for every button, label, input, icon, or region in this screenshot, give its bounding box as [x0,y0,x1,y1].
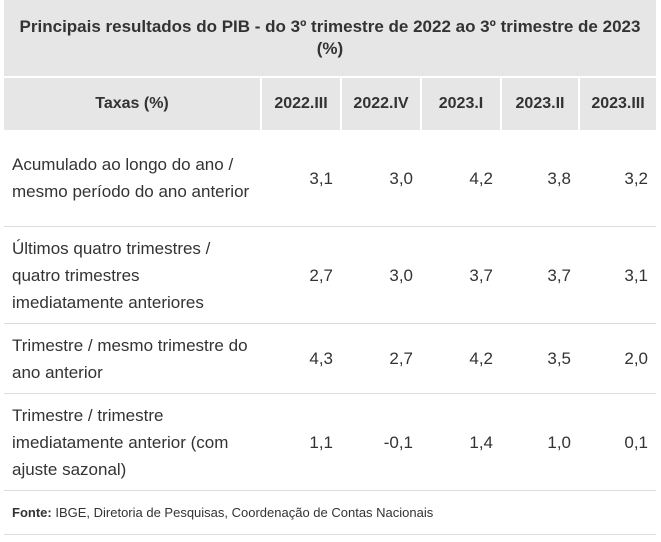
results-table: Taxas (%) 2022.III 2022.IV 2023.I 2023.I… [4,78,656,491]
header-2022-iv: 2022.IV [341,78,422,130]
cell-value: 4,3 [261,323,341,394]
cell-value: -0,1 [341,393,421,491]
cell-value: 1,0 [501,393,579,491]
cell-value: 3,1 [579,226,656,324]
cell-value: 0,1 [579,393,656,491]
row-label: Trimestre / mesmo trimestre do ano anter… [4,323,261,394]
header-2022-iii: 2022.III [261,78,342,130]
cell-value: 4,2 [421,130,501,227]
table-row: Acumulado ao longo do ano / mesmo períod… [4,130,656,227]
cell-value: 3,8 [501,130,579,227]
header-2023-i: 2023.I [421,78,502,130]
cell-value: 3,0 [341,226,421,324]
source-text: IBGE, Diretoria de Pesquisas, Coordenaçã… [51,505,434,520]
cell-value: 4,2 [421,323,501,394]
source-note: Fonte: IBGE, Diretoria de Pesquisas, Coo… [4,491,656,520]
table-row: Trimestre / mesmo trimestre do ano anter… [4,323,656,394]
cell-value: 3,0 [341,130,421,227]
row-label: Últimos quatro trimestres / quatro trime… [4,226,261,324]
cell-value: 2,0 [579,323,656,394]
gdp-results-table-container: Principais resultados do PIB - do 3º tri… [4,0,656,535]
cell-value: 2,7 [261,226,341,324]
cell-value: 2,7 [341,323,421,394]
cell-value: 3,2 [579,130,656,227]
header-taxas: Taxas (%) [4,78,262,130]
cell-value: 3,5 [501,323,579,394]
header-row: Taxas (%) 2022.III 2022.IV 2023.I 2023.I… [4,78,656,130]
cell-value: 3,7 [421,226,501,324]
row-label: Trimestre / trimestre imediatamente ante… [4,393,261,491]
cell-value: 1,1 [261,393,341,491]
row-label: Acumulado ao longo do ano / mesmo períod… [4,130,261,227]
table-row: Últimos quatro trimestres / quatro trime… [4,226,656,324]
header-2023-iii: 2023.III [579,78,656,130]
source-prefix: Fonte: [12,505,52,520]
bottom-divider [4,520,656,535]
cell-value: 1,4 [421,393,501,491]
cell-value: 3,7 [501,226,579,324]
header-2023-ii: 2023.II [501,78,580,130]
table-title: Principais resultados do PIB - do 3º tri… [4,0,656,78]
table-row: Trimestre / trimestre imediatamente ante… [4,393,656,491]
cell-value: 3,1 [261,130,341,227]
